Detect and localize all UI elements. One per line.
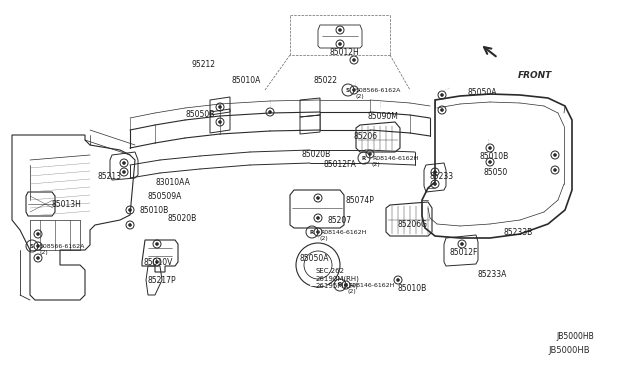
Circle shape	[433, 183, 436, 186]
Circle shape	[554, 169, 557, 171]
Circle shape	[440, 93, 444, 96]
Circle shape	[122, 161, 125, 164]
Text: 85013H: 85013H	[52, 200, 82, 209]
Text: FRONT: FRONT	[518, 71, 552, 80]
Circle shape	[339, 29, 342, 32]
Text: 85050: 85050	[484, 168, 508, 177]
Circle shape	[122, 170, 125, 173]
Text: 85010V: 85010V	[143, 258, 172, 267]
Text: 85090M: 85090M	[368, 112, 399, 121]
Circle shape	[129, 208, 131, 212]
Text: JB5000HB: JB5000HB	[548, 346, 590, 355]
Text: R: R	[338, 282, 342, 288]
Text: 85010A: 85010A	[232, 76, 261, 85]
Circle shape	[156, 260, 159, 263]
Circle shape	[397, 279, 399, 282]
Text: 85022: 85022	[314, 76, 338, 85]
Circle shape	[461, 243, 463, 246]
Text: 85012H: 85012H	[330, 48, 360, 57]
Circle shape	[488, 160, 492, 164]
Text: 850509A: 850509A	[148, 192, 182, 201]
Circle shape	[218, 121, 221, 124]
Text: 85233B: 85233B	[503, 228, 532, 237]
Circle shape	[156, 243, 159, 246]
Text: 85050A: 85050A	[468, 88, 497, 97]
Text: 85207: 85207	[328, 216, 352, 225]
Text: S08566-6162A
(2): S08566-6162A (2)	[356, 88, 401, 99]
Text: 85020B: 85020B	[168, 214, 197, 223]
Text: JB5000HB: JB5000HB	[556, 332, 594, 341]
Text: R08146-6162H
(2): R08146-6162H (2)	[372, 156, 419, 167]
Circle shape	[339, 42, 342, 45]
Text: 85012FA: 85012FA	[324, 160, 357, 169]
Text: S: S	[30, 244, 34, 248]
Text: R08146-6162H
(2): R08146-6162H (2)	[348, 283, 394, 294]
Text: 85012F: 85012F	[450, 248, 478, 257]
Circle shape	[129, 224, 131, 227]
Text: 83010AA: 83010AA	[156, 178, 191, 187]
Circle shape	[353, 58, 355, 61]
Circle shape	[440, 109, 444, 112]
Text: 85010B: 85010B	[398, 284, 428, 293]
Text: 85074P: 85074P	[346, 196, 375, 205]
Text: 85217P: 85217P	[147, 276, 175, 285]
Text: S08566-6162A
(2): S08566-6162A (2)	[40, 244, 85, 255]
Text: 85020B: 85020B	[302, 150, 332, 159]
Text: 85050B: 85050B	[185, 110, 214, 119]
Text: R08146-6162H
(2): R08146-6162H (2)	[320, 230, 366, 241]
Text: S: S	[346, 87, 350, 93]
Text: 85206: 85206	[354, 132, 378, 141]
Circle shape	[317, 231, 319, 234]
Circle shape	[488, 147, 492, 150]
Text: 85233A: 85233A	[477, 270, 506, 279]
Text: 85050A: 85050A	[300, 254, 330, 263]
Text: 85213: 85213	[98, 172, 122, 181]
Circle shape	[554, 154, 557, 157]
Circle shape	[36, 257, 40, 260]
Text: 95212: 95212	[192, 60, 216, 69]
Circle shape	[353, 89, 355, 92]
Circle shape	[218, 106, 221, 109]
Circle shape	[269, 110, 271, 113]
Circle shape	[344, 283, 348, 286]
Text: 85010B: 85010B	[480, 152, 509, 161]
Text: 85206G: 85206G	[398, 220, 428, 229]
Text: 85233: 85233	[430, 172, 454, 181]
Circle shape	[317, 217, 319, 219]
Circle shape	[317, 196, 319, 199]
Circle shape	[369, 153, 371, 155]
Circle shape	[36, 244, 40, 247]
Circle shape	[433, 170, 436, 173]
Circle shape	[36, 232, 40, 235]
Text: R: R	[310, 230, 314, 234]
Text: SEC.262
26190M(RH)
26195M(LH): SEC.262 26190M(RH) 26195M(LH)	[316, 268, 360, 289]
Text: R: R	[362, 155, 366, 160]
Text: 85010B: 85010B	[140, 206, 169, 215]
